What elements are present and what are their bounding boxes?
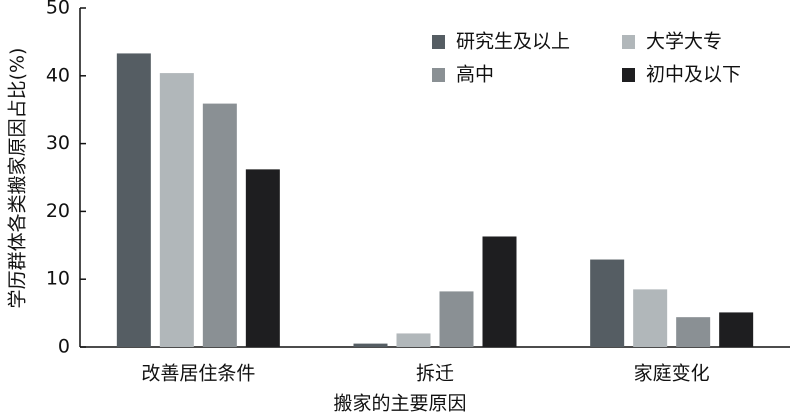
x-tick-label: 家庭变化 xyxy=(634,363,710,385)
y-tick-label: 0 xyxy=(58,336,70,358)
y-tick-label: 50 xyxy=(46,0,70,19)
legend-swatch xyxy=(432,35,445,49)
y-tick-label: 20 xyxy=(46,200,70,222)
legend-label: 研究生及以上 xyxy=(456,31,570,53)
bar xyxy=(719,312,754,347)
y-tick-label: 10 xyxy=(46,268,70,290)
bar xyxy=(159,73,194,347)
bar xyxy=(676,317,711,347)
bar xyxy=(116,53,151,348)
bar xyxy=(633,289,668,347)
bar xyxy=(439,291,474,347)
legend-swatch xyxy=(622,35,635,49)
x-tick-label: 拆迁 xyxy=(416,363,454,385)
bar xyxy=(482,236,517,347)
y-axis-label: 学历群体各类搬家原因占比(%) xyxy=(7,48,29,309)
x-axis-label: 搬家的主要原因 xyxy=(333,393,466,415)
bar xyxy=(396,333,431,347)
legend-swatch xyxy=(622,68,635,82)
legend-label: 初中及以下 xyxy=(646,64,741,86)
bar xyxy=(202,103,237,348)
x-tick-label: 改善居住条件 xyxy=(141,363,255,385)
bar xyxy=(245,169,280,347)
legend-label: 高中 xyxy=(456,64,494,86)
y-tick-label: 40 xyxy=(46,64,70,86)
bar xyxy=(590,259,625,347)
bar xyxy=(353,343,388,347)
y-tick-label: 30 xyxy=(46,132,70,154)
legend-swatch xyxy=(432,68,445,82)
legend-label: 大学大专 xyxy=(646,31,722,53)
